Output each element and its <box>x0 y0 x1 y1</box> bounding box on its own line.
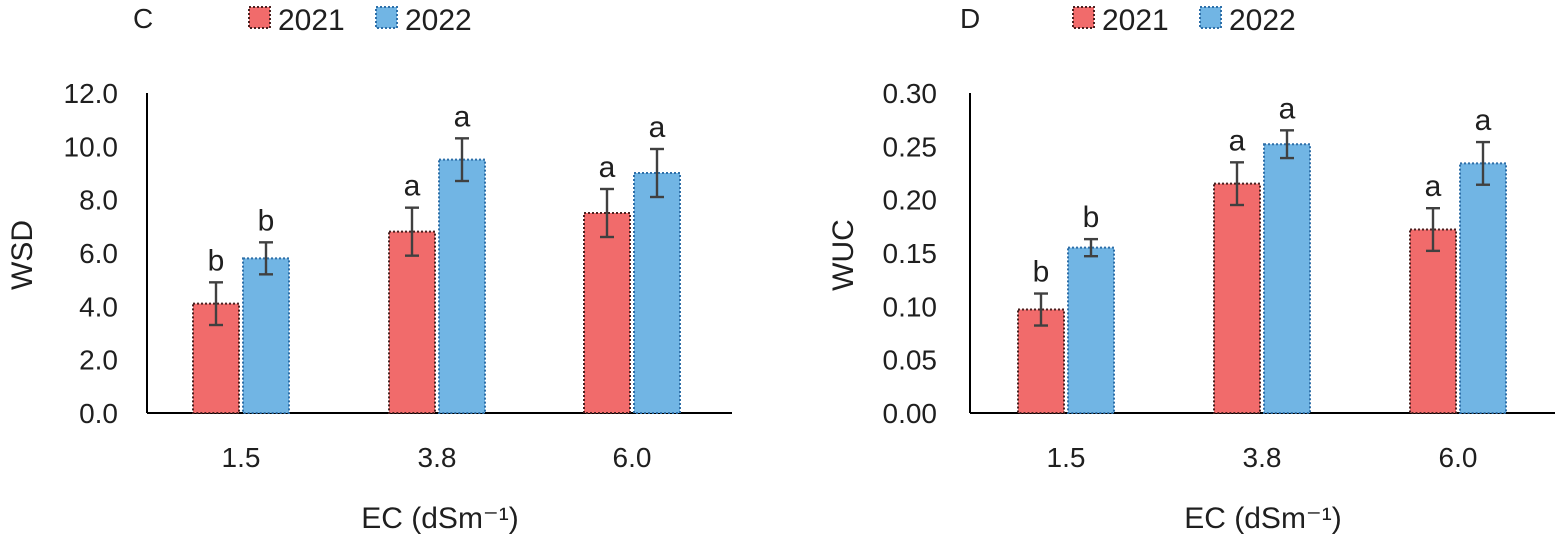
bar-2022-3.8 <box>438 158 486 414</box>
significance-letter: a <box>1475 104 1492 137</box>
bar-2021-6.0 <box>583 212 631 414</box>
y-tick-label: 10.0 <box>64 131 119 162</box>
panel-label: C <box>133 3 153 34</box>
y-tick-label: 0.05 <box>883 345 938 376</box>
bar-2022-6.0 <box>1459 162 1507 414</box>
legend: 2021 2022 <box>248 4 472 37</box>
significance-letter: b <box>208 244 225 277</box>
y-tick-label: 4.0 <box>79 291 118 322</box>
x-tick-labels: 1.5 3.8 6.0 <box>1047 442 1478 473</box>
x-tick-labels: 1.5 3.8 6.0 <box>222 442 652 473</box>
chart-panel-d: D 2021 2022 WUC EC (dSm⁻¹) 0.000.050.100… <box>827 3 1555 535</box>
y-tick-label: 0.15 <box>883 238 938 269</box>
significance-letter: a <box>404 170 421 203</box>
bar-2022-3.8 <box>1263 143 1311 414</box>
bars <box>192 158 681 415</box>
legend-label-2022: 2022 <box>405 4 472 37</box>
error-bars <box>1034 129 1490 327</box>
significance-letter: b <box>1033 256 1050 289</box>
x-tick-label: 1.5 <box>222 442 261 473</box>
bar-2022-1.5 <box>242 257 290 415</box>
y-axis-title: WSD <box>6 220 39 290</box>
y-tick-label: 2.0 <box>79 345 118 376</box>
y-tick-labels: 0.0 2.0 4.0 6.0 8.0 10.0 12.0 <box>64 78 119 429</box>
x-axis-title: EC (dSm⁻¹) <box>1184 502 1342 535</box>
y-tick-label: 0.20 <box>883 185 938 216</box>
significance-letter: a <box>599 151 616 184</box>
x-axis-title: EC (dSm⁻¹) <box>361 502 519 535</box>
chart-panel-c: C 2021 2022 WSD EC (dSm⁻¹) 0.0 2.0 4.0 6.0 8… <box>6 3 732 535</box>
y-tick-label: 8.0 <box>79 185 118 216</box>
x-tick-label: 3.8 <box>1243 442 1282 473</box>
significance-letter: a <box>1425 170 1442 203</box>
bar-2022-6.0 <box>633 172 681 414</box>
x-tick-label: 6.0 <box>1439 442 1478 473</box>
y-tick-label: 0.00 <box>883 398 938 429</box>
significance-letter: a <box>1279 92 1296 125</box>
bar-2021-3.8 <box>1213 182 1261 414</box>
y-tick-label: 0.10 <box>883 291 938 322</box>
legend-label-2021: 2021 <box>278 4 345 37</box>
y-tick-label: 6.0 <box>79 238 118 269</box>
y-tick-label: 12.0 <box>64 78 119 109</box>
y-axis-title: WUC <box>827 219 860 291</box>
legend-label-2022: 2022 <box>1229 4 1296 37</box>
legend-swatch-2022 <box>1199 6 1222 29</box>
bar-2021-3.8 <box>388 230 436 414</box>
x-tick-label: 3.8 <box>418 442 457 473</box>
bar-2021-1.5 <box>1017 308 1065 414</box>
bar-2021-6.0 <box>1409 228 1457 414</box>
bar-2022-1.5 <box>1067 246 1115 414</box>
legend-swatch-2021 <box>248 6 271 29</box>
legend-swatch-2022 <box>375 6 398 29</box>
legend: 2021 2022 <box>1072 4 1296 37</box>
significance-letter: b <box>1083 201 1100 234</box>
legend-label-2021: 2021 <box>1102 4 1169 37</box>
significance-letter: a <box>454 100 471 133</box>
y-tick-labels: 0.00 0.05 0.10 0.15 0.20 0.25 0.30 <box>883 78 938 429</box>
x-tick-label: 1.5 <box>1047 442 1086 473</box>
legend-swatch-2021 <box>1072 6 1095 29</box>
y-tick-label: 0.0 <box>79 398 118 429</box>
panel-label: D <box>960 3 980 34</box>
y-tick-label: 0.30 <box>883 78 938 109</box>
error-bars <box>209 137 664 327</box>
x-tick-label: 6.0 <box>613 442 652 473</box>
bars <box>1017 143 1507 414</box>
y-tick-label: 0.25 <box>883 131 938 162</box>
significance-letter: b <box>258 204 275 237</box>
significance-letter: a <box>1229 124 1246 157</box>
significance-letter: a <box>649 111 666 144</box>
